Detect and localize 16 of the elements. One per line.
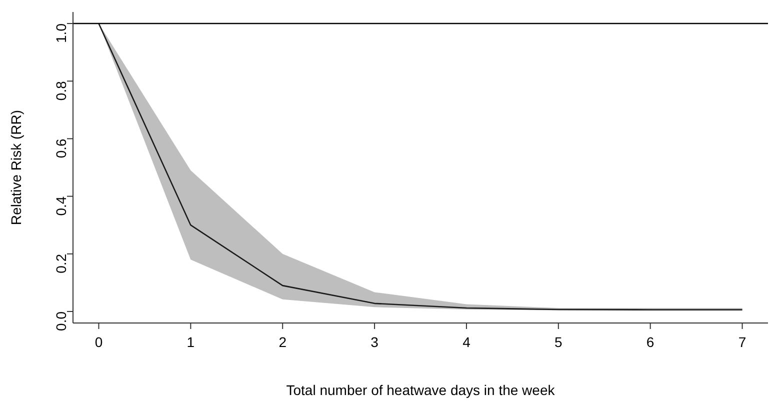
- x-tick-label: 1: [186, 334, 195, 350]
- x-tick-label: 6: [646, 334, 654, 350]
- y-tick-label: 0.6: [52, 138, 69, 158]
- y-tick-label: 0.8: [52, 80, 69, 101]
- y-tick-label: 0.4: [52, 196, 69, 216]
- y-tick-label: 0.2: [52, 254, 69, 274]
- x-tick-label: 7: [738, 334, 746, 350]
- y-axis-title: Relative Risk (RR): [8, 110, 24, 226]
- x-tick-label: 2: [278, 334, 287, 350]
- x-tick-label: 5: [554, 334, 562, 350]
- x-axis-title: Total number of heatwave days in the week: [286, 382, 556, 398]
- x-tick-label: 3: [370, 334, 379, 350]
- x-tick-label: 4: [462, 334, 471, 350]
- x-tick-label: 0: [94, 334, 103, 350]
- y-tick-label: 1.0: [52, 23, 69, 43]
- y-tick-label: 0.0: [52, 311, 69, 331]
